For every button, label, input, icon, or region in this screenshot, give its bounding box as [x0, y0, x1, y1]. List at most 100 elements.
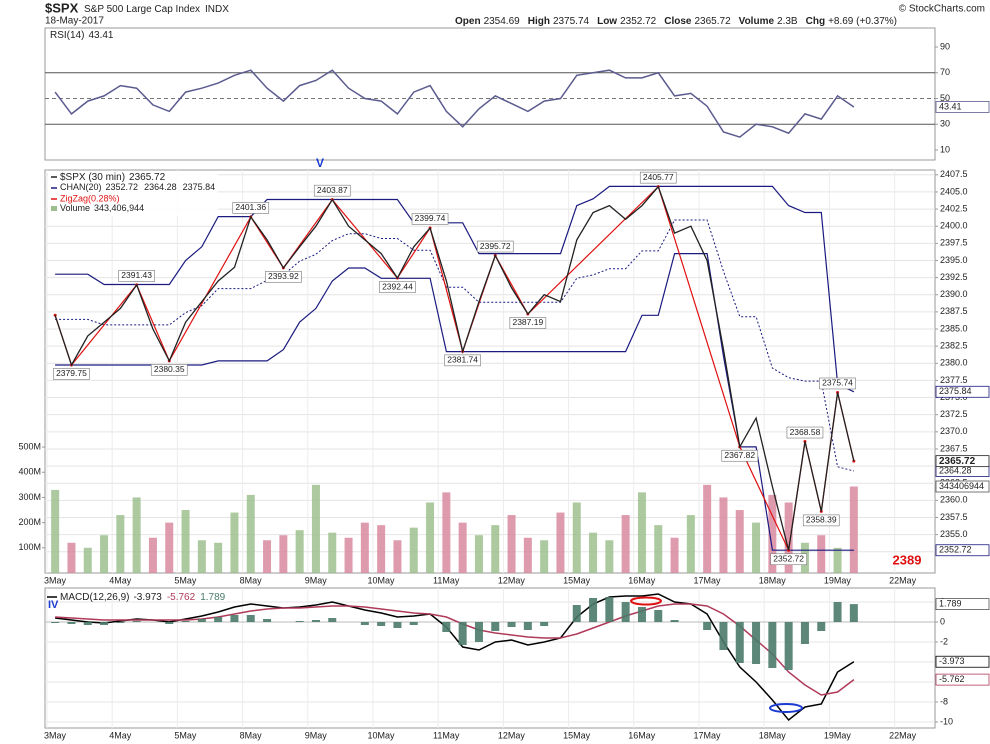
quote-label: High	[528, 16, 550, 27]
bar	[784, 622, 793, 670]
highlight-ellipse	[769, 703, 803, 713]
symbol: $SPX	[45, 0, 79, 15]
bar	[800, 622, 809, 644]
last-value-tag-box	[935, 673, 990, 686]
value-label: 2401.36	[235, 202, 266, 212]
wave-label: V	[316, 156, 324, 170]
x-tick-label: 12May	[498, 575, 526, 585]
last-value-tag-box	[935, 455, 990, 468]
series-line	[55, 185, 855, 393]
y2-tick-label: 100M	[18, 542, 41, 552]
quote-value: 2375.74	[553, 16, 590, 27]
macd-legend-macd: -3.973	[133, 592, 162, 603]
bar	[51, 622, 60, 623]
x-tick-label: 3May	[44, 730, 67, 740]
x-tick-label: 16May	[628, 730, 656, 740]
value-label-box	[265, 271, 302, 283]
volume-legend-name: Volume	[60, 203, 90, 213]
last-value-tag-box	[935, 480, 990, 493]
x-tick-label: 3May	[44, 575, 67, 585]
marks: 103050709043.412352.52355.02357.52360.02…	[18, 41, 990, 740]
bar	[621, 602, 630, 622]
y2-tick-label: 300M	[18, 492, 41, 502]
bar	[605, 540, 614, 573]
x-tick-label: 5May	[174, 730, 197, 740]
value-label-box	[786, 426, 824, 439]
x-tick-label: 22May	[889, 575, 917, 585]
y-tick-label: 2380.0	[940, 358, 968, 368]
bar	[523, 537, 532, 573]
bar	[165, 622, 174, 624]
bar	[686, 515, 695, 573]
bar	[817, 535, 826, 573]
macd-legend: MACD(12,26,9) -3.973 -5.762 1.789	[60, 592, 226, 603]
highlight-ellipse	[630, 596, 662, 606]
bar	[295, 530, 304, 573]
y-tick-label: 2402.5	[940, 203, 968, 213]
y-tick-label: 2405.0	[940, 186, 968, 196]
y-tick-label: 2357.5	[940, 512, 968, 522]
channel-legend-upper: 2375.84	[183, 182, 216, 192]
bar	[116, 515, 125, 573]
bar	[849, 486, 858, 573]
bar	[263, 540, 272, 573]
y-tick-label: 0	[940, 616, 945, 626]
quote-label: Open	[455, 16, 481, 27]
value-label-box	[639, 171, 677, 184]
x-tick-label: 11May	[433, 575, 460, 585]
value-label: 2405.77	[643, 172, 674, 182]
value-label-box	[476, 240, 514, 253]
x-tick-label: 11May	[433, 730, 460, 740]
channel-legend-middle: 2364.28	[144, 182, 177, 192]
bar	[263, 619, 272, 622]
last-value-tag-box	[935, 101, 990, 113]
y-tick-label: 2397.5	[940, 238, 968, 248]
y-tick-label: 2377.5	[940, 375, 968, 385]
last-value-tag: 343406944	[939, 481, 984, 491]
x-tick-label: 8May	[240, 575, 263, 585]
quote-label: Chg	[806, 16, 825, 27]
bar	[100, 535, 109, 573]
value-label: 2403.87	[317, 185, 348, 195]
bar	[67, 542, 76, 573]
y-tick-label: -10	[940, 716, 953, 726]
value-label: 2395.72	[480, 241, 511, 251]
legend-swatch	[51, 206, 57, 211]
y-tick-label: 2390.0	[940, 289, 968, 299]
rsi-panel	[44, 27, 936, 161]
bar	[670, 620, 679, 622]
index-name: S&P 500 Large Cap Index INDX	[84, 4, 229, 15]
bar	[833, 602, 842, 622]
bar	[442, 622, 451, 632]
channel-legend-lower: 2352.72	[106, 182, 139, 192]
value-label-box	[721, 449, 759, 462]
value-label-box	[53, 368, 90, 380]
channel-legend-name: CHAN(20)	[60, 182, 102, 192]
value-label: 2391.43	[121, 270, 152, 280]
bar	[572, 605, 581, 622]
series-line	[55, 219, 855, 472]
value-label-box	[509, 317, 547, 329]
bar	[735, 622, 744, 663]
bar	[589, 532, 598, 573]
bar	[458, 522, 467, 573]
bar	[148, 537, 157, 573]
bar	[589, 598, 598, 622]
bar	[344, 537, 353, 573]
bar	[393, 622, 402, 628]
bar	[328, 532, 337, 573]
bar	[523, 622, 532, 630]
bar	[197, 540, 206, 573]
bar	[377, 525, 386, 573]
bar	[51, 489, 60, 573]
quote-label: Low	[597, 16, 617, 27]
rsi-legend-name: RSI(14)	[50, 30, 84, 41]
value-label: 2387.19	[512, 317, 543, 327]
x-tick-label: 12May	[498, 730, 526, 740]
x-tick-label: 22May	[889, 730, 917, 740]
y-tick-label: 2360.0	[940, 495, 968, 505]
value-label: 2358.39	[806, 515, 837, 525]
bar	[719, 497, 728, 573]
bar	[393, 540, 402, 573]
bar	[768, 622, 777, 668]
